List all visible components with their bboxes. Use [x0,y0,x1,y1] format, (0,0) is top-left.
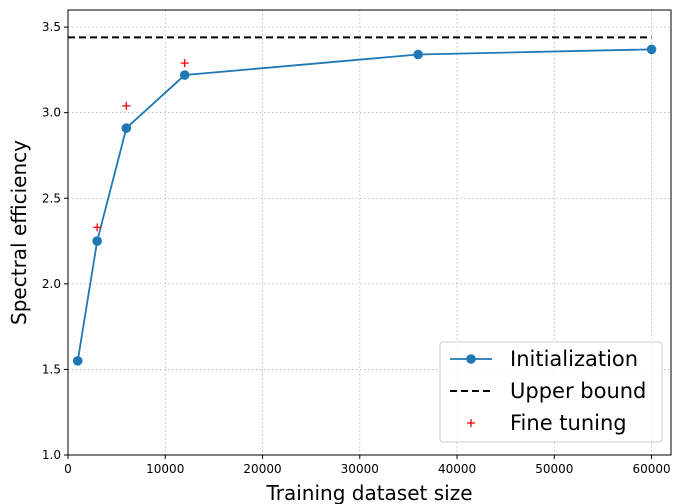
initialization-line [76,48,652,362]
y-axis-label: Spectral efficiency [7,140,31,325]
legend-item: Fine tuning [467,411,627,435]
fine-tuning-point [122,101,131,110]
y-tick-label: 1.5 [42,362,61,376]
y-tick-label: 1.0 [42,448,61,462]
y-tick-label: 2.5 [42,191,61,205]
initialization-point [646,44,657,55]
legend-plus-swatch [467,419,475,427]
plot-frame [67,9,672,456]
y-tick-label: 3.5 [42,20,61,34]
plot-series [68,36,657,366]
x-tick-label: 60000 [632,462,670,476]
legend: Initialization Upper bound Fine tuning [439,341,663,443]
legend-label: Fine tuning [510,411,627,435]
x-tick-label: 10000 [146,462,184,476]
initialization-point [413,49,423,60]
legend-box [439,341,663,443]
x-tick-label: 50000 [535,462,573,476]
axis-ticks: 0 10000 20000 30000 40000 50000 60000 1.0 1.5 2.0… [42,20,671,476]
initialization-point [179,70,190,80]
legend-item: Initialization [450,347,638,371]
legend-marker-swatch [466,354,476,364]
initialization-point [72,356,83,366]
initialization-point [92,236,102,246]
initialization-point [121,123,132,133]
legend-item: Upper bound [450,379,646,403]
y-tick-label: 2.0 [42,277,61,291]
x-axis-label: Training dataset size [265,481,472,504]
legend-label: Upper bound [510,379,646,403]
legend-items: Initialization Upper bound Fine tuning [450,347,646,435]
x-tick-label: 0 [64,462,72,476]
x-tick-label: 30000 [341,462,379,476]
x-tick-label: 40000 [438,462,476,476]
x-tick-label: 20000 [243,462,281,476]
fine-tuning-point [180,59,189,68]
y-tick-label: 3.0 [42,106,61,120]
legend-label: Initialization [510,347,638,371]
fine-tuning-point [93,223,102,232]
